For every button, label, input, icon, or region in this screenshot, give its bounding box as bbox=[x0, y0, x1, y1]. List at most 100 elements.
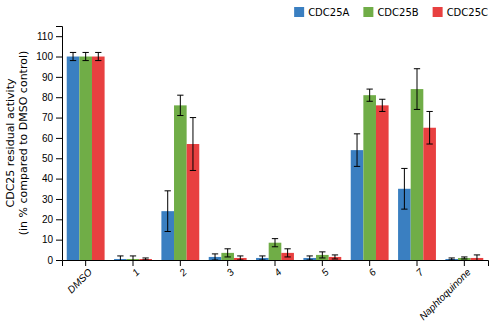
error-bar-stem bbox=[334, 255, 335, 259]
error-bar-cap bbox=[474, 254, 480, 255]
y-tick-mark bbox=[56, 179, 62, 180]
error-bar-stem bbox=[73, 52, 74, 60]
error-bar-cap bbox=[461, 258, 467, 259]
error-bar-cap bbox=[426, 144, 432, 145]
error-bar-cap bbox=[95, 52, 101, 53]
y-tick: 40 bbox=[42, 173, 62, 184]
error-bar-cap bbox=[237, 255, 243, 256]
error-bar-cap bbox=[212, 253, 218, 254]
chart: 0102030405060708090100110DMSO1234567Naph… bbox=[0, 0, 500, 332]
y-tick-mark bbox=[56, 77, 62, 78]
error-bar-cap bbox=[449, 260, 455, 261]
y-tick-label: 30 bbox=[42, 194, 54, 205]
x-tick: Naphtoquinone bbox=[417, 260, 473, 322]
legend-label: CDC25C bbox=[447, 7, 488, 18]
y-tick: 30 bbox=[42, 194, 62, 205]
error-bar bbox=[354, 134, 360, 167]
legend-label: CDC25B bbox=[377, 7, 418, 18]
y-tick-mark bbox=[56, 36, 62, 37]
error-bar-cap bbox=[130, 255, 136, 256]
error-bar bbox=[272, 239, 278, 247]
y-tick-label: 80 bbox=[42, 92, 54, 103]
error-bar-cap bbox=[272, 246, 278, 247]
error-bar-stem bbox=[309, 256, 310, 260]
x-tick-label: 1 bbox=[130, 266, 142, 278]
error-bar-cap bbox=[142, 257, 148, 258]
y-tick-label: 10 bbox=[42, 234, 54, 245]
x-tick: DMSO bbox=[65, 260, 94, 295]
error-bar bbox=[332, 255, 338, 259]
error-bar-cap bbox=[142, 260, 148, 261]
bar bbox=[79, 57, 92, 260]
error-bar-stem bbox=[98, 52, 99, 60]
error-bar bbox=[142, 258, 148, 260]
series bbox=[79, 52, 470, 260]
x-tick-mark bbox=[464, 260, 465, 266]
error-bar-cap bbox=[332, 254, 338, 255]
bar bbox=[411, 89, 424, 260]
error-bar-cap bbox=[401, 168, 407, 169]
error-bar-cap bbox=[212, 260, 218, 261]
y-tick-label: 90 bbox=[42, 72, 54, 83]
y-tick: 100 bbox=[36, 51, 62, 62]
error-bar-stem bbox=[404, 168, 405, 209]
error-bar-cap bbox=[259, 255, 265, 256]
error-bar-cap bbox=[414, 109, 420, 110]
y-tick-mark bbox=[56, 138, 62, 139]
y-tick: 110 bbox=[37, 31, 62, 42]
y-tick-label: 100 bbox=[36, 51, 53, 62]
y-tick-mark bbox=[56, 57, 62, 58]
error-bar-cap bbox=[319, 257, 325, 258]
error-bar-stem bbox=[382, 99, 383, 111]
error-bar-stem bbox=[429, 111, 430, 144]
y-tick-label: 50 bbox=[42, 153, 54, 164]
error-bar-cap bbox=[426, 111, 432, 112]
error-bar bbox=[401, 168, 407, 209]
error-bar-stem bbox=[322, 252, 323, 258]
error-bar-cap bbox=[307, 255, 313, 256]
legend: CDC25ACDC25BCDC25C bbox=[294, 7, 488, 18]
error-bar-cap bbox=[259, 260, 265, 261]
error-bar-stem bbox=[167, 191, 168, 232]
error-bar-cap bbox=[117, 255, 123, 256]
error-bar-cap bbox=[284, 248, 290, 249]
error-bar bbox=[130, 256, 136, 260]
error-bar-cap bbox=[70, 60, 76, 61]
error-bar bbox=[95, 52, 101, 60]
error-bar-cap bbox=[190, 170, 196, 171]
error-bar-cap bbox=[379, 99, 385, 100]
error-bar bbox=[117, 256, 123, 260]
y-tick-mark bbox=[56, 199, 62, 200]
y-tick-mark bbox=[56, 260, 62, 261]
error-bar-stem bbox=[227, 249, 228, 257]
error-bar bbox=[177, 95, 183, 115]
error-bar-cap bbox=[190, 117, 196, 118]
error-bar-cap bbox=[449, 257, 455, 258]
x-tick-mark bbox=[417, 260, 418, 266]
error-bar bbox=[449, 258, 455, 260]
y-tick-label: 0 bbox=[47, 255, 53, 266]
error-bar-stem bbox=[120, 256, 121, 260]
error-bar-cap bbox=[165, 190, 171, 191]
error-bar bbox=[319, 252, 325, 258]
y-tick-mark bbox=[56, 219, 62, 220]
error-bar-cap bbox=[83, 60, 89, 61]
error-bar-cap bbox=[401, 209, 407, 210]
error-bar-cap bbox=[379, 111, 385, 112]
error-bar-cap bbox=[165, 231, 171, 232]
y-tick: 10 bbox=[42, 234, 62, 245]
error-bar-stem bbox=[369, 89, 370, 101]
bar bbox=[67, 57, 80, 260]
error-bar-cap bbox=[284, 256, 290, 257]
bar bbox=[423, 128, 436, 260]
error-bar bbox=[190, 118, 196, 171]
error-bar-cap bbox=[95, 60, 101, 61]
x-tick-label: 6 bbox=[366, 266, 378, 278]
y-tick: 70 bbox=[42, 112, 62, 123]
x-tick-mark bbox=[322, 260, 323, 266]
x-tick-label: 2 bbox=[176, 266, 189, 279]
error-bar bbox=[225, 249, 231, 257]
y-tick-label: 20 bbox=[42, 214, 54, 225]
error-bar-cap bbox=[70, 52, 76, 53]
error-bar-cap bbox=[83, 52, 89, 53]
